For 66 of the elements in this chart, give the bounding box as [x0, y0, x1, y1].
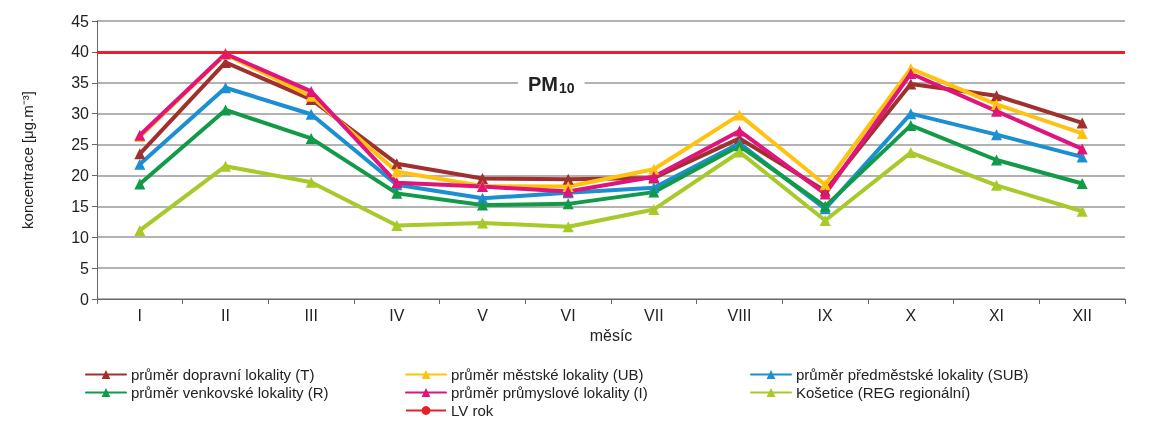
point — [477, 217, 488, 229]
point — [734, 146, 745, 158]
point — [134, 148, 146, 160]
point — [305, 132, 317, 144]
legend-label: Košetice (REG regionální) — [796, 384, 971, 401]
y-tick-label: 35 — [71, 74, 90, 92]
point — [734, 109, 745, 121]
point — [1076, 127, 1088, 139]
point — [134, 178, 146, 190]
legend-label: LV rok — [451, 402, 494, 419]
point — [734, 125, 745, 137]
point — [391, 187, 403, 199]
point — [391, 219, 403, 231]
point — [905, 78, 917, 90]
point — [134, 158, 146, 170]
x-tick-label: X — [905, 306, 917, 324]
point — [991, 105, 1002, 117]
x-tick-label: IX — [817, 306, 834, 324]
y-tick-label: 15 — [71, 197, 90, 215]
x-tick-label: IV — [389, 306, 405, 324]
point — [648, 186, 660, 198]
x-axis-title: měsíc — [589, 327, 633, 345]
point — [648, 163, 660, 175]
point — [991, 154, 1002, 166]
point — [648, 203, 660, 215]
point — [1076, 205, 1088, 217]
x-tick-label: VI — [560, 306, 576, 324]
point — [477, 199, 488, 211]
point — [220, 82, 231, 94]
x-tick-label: V — [477, 306, 489, 324]
legend-label: průměr dopravní lokality (T) — [131, 366, 315, 383]
x-tick-label: VII — [644, 306, 664, 324]
x-tick-label: XI — [988, 306, 1005, 324]
legend-label: průměr předměstské lokality (SUB) — [796, 366, 1029, 383]
legend-label: průměr venkovské lokality (R) — [131, 384, 329, 401]
y-tick-label: 40 — [71, 43, 90, 61]
point — [991, 179, 1002, 191]
x-tick-label: II — [221, 306, 230, 324]
point — [991, 129, 1002, 141]
point — [305, 176, 317, 188]
point — [220, 104, 231, 116]
point — [991, 90, 1002, 102]
y-tick-label: 25 — [71, 136, 90, 154]
x-tick-label: III — [304, 306, 318, 324]
x-tick-label: XII — [1072, 306, 1092, 324]
point — [1076, 177, 1088, 189]
y-tick-label: 20 — [71, 166, 90, 184]
y-tick-label: 45 — [71, 12, 90, 30]
point — [562, 221, 574, 233]
point — [562, 198, 574, 210]
legend-label: průměr městské lokality (UB) — [451, 366, 644, 383]
y-tick-label: 5 — [80, 259, 90, 277]
point — [905, 68, 917, 80]
x-tick-label: VIII — [727, 306, 752, 324]
point — [391, 166, 403, 178]
point — [1076, 143, 1088, 155]
y-tick-label: 0 — [80, 290, 90, 308]
y-tick-label: 30 — [71, 105, 90, 123]
point — [134, 224, 146, 236]
point — [220, 160, 231, 172]
point — [1076, 117, 1088, 129]
x-tick-label: I — [137, 306, 143, 324]
y-tick-label: 10 — [71, 228, 90, 246]
legend-label: průměr průmyslové lokality (I) — [451, 384, 648, 401]
y-axis-title: koncentrace [μg.m⁻³] — [19, 91, 36, 229]
point — [819, 215, 831, 227]
